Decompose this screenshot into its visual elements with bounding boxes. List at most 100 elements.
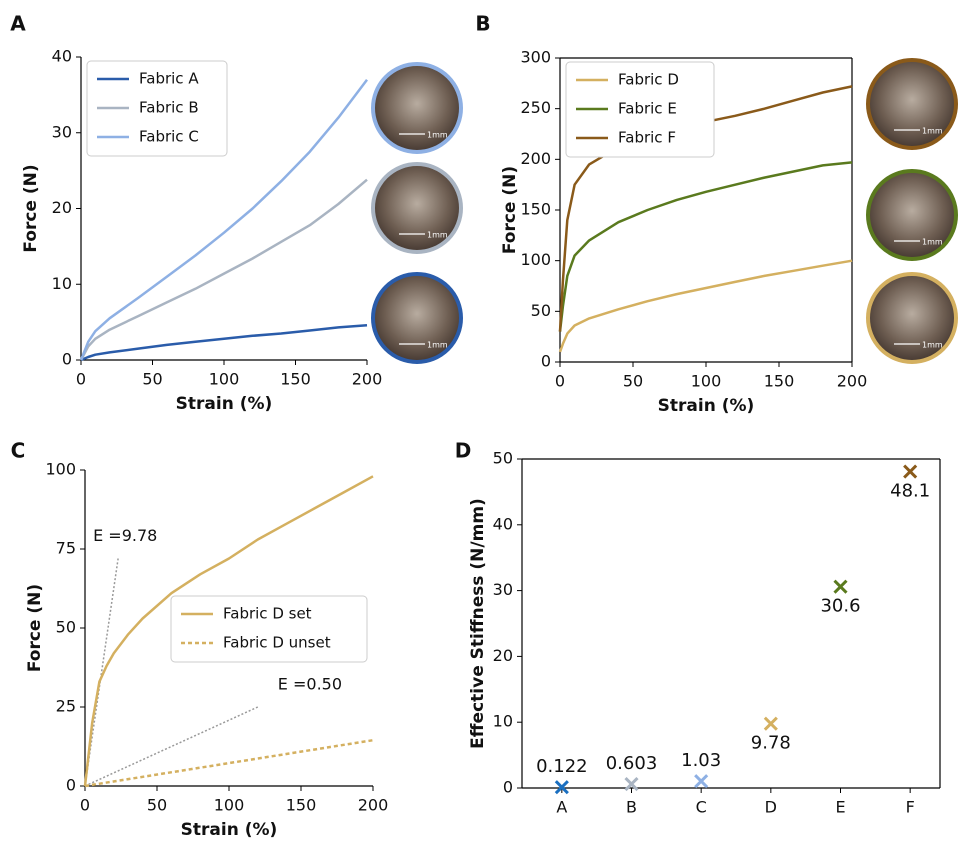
scale-label: 1mm bbox=[922, 238, 943, 247]
marker bbox=[554, 780, 569, 795]
y-tick-label: 20 bbox=[493, 646, 513, 665]
x-tick-label: E bbox=[835, 798, 845, 817]
series-line bbox=[79, 178, 368, 361]
series-line bbox=[84, 738, 374, 788]
x-tick-label: 200 bbox=[837, 372, 868, 391]
legend-label: Fabric D set bbox=[223, 605, 312, 623]
series-line bbox=[558, 161, 853, 332]
x-tick-label: 0 bbox=[555, 372, 565, 391]
y-tick-label: 300 bbox=[520, 48, 551, 67]
value-label: 9.78 bbox=[751, 733, 791, 754]
y-axis-label: Effective Stiffness (N/mm) bbox=[468, 498, 488, 749]
micrograph bbox=[866, 272, 958, 364]
guide-label: E =9.78 bbox=[93, 526, 157, 545]
y-tick-label: 0 bbox=[62, 350, 72, 369]
legend-box bbox=[565, 61, 715, 158]
legend-label: Fabric D bbox=[618, 71, 679, 89]
y-tick-label: 0 bbox=[503, 778, 513, 797]
x-axis-label: Strain (%) bbox=[176, 394, 273, 414]
y-tick-label: 40 bbox=[52, 47, 72, 66]
legend-box bbox=[170, 595, 368, 663]
y-tick-label: 50 bbox=[493, 449, 513, 468]
micrograph bbox=[866, 169, 958, 261]
x-tick-label: 50 bbox=[147, 796, 167, 815]
legend-label: Fabric E bbox=[618, 100, 677, 118]
guide-label: E =0.50 bbox=[278, 675, 342, 694]
scale-label: 1mm bbox=[427, 231, 448, 240]
y-tick-label: 150 bbox=[520, 200, 551, 219]
guide-line bbox=[84, 706, 259, 787]
x-tick-label: 150 bbox=[286, 796, 317, 815]
x-axis-label: Strain (%) bbox=[658, 396, 755, 416]
panel-label: A bbox=[10, 12, 26, 36]
x-tick-label: 200 bbox=[358, 796, 389, 815]
y-tick-label: 200 bbox=[520, 149, 551, 168]
y-tick-label: 20 bbox=[52, 198, 72, 217]
y-tick-label: 0 bbox=[541, 352, 551, 371]
series-line bbox=[83, 475, 374, 787]
value-label: 1.03 bbox=[681, 750, 721, 771]
marker bbox=[624, 776, 639, 792]
scale-label: 1mm bbox=[427, 341, 448, 350]
series-line bbox=[80, 323, 368, 362]
x-tick-label: 0 bbox=[76, 370, 86, 389]
marker bbox=[833, 579, 848, 594]
y-axis-label: Force (N) bbox=[25, 584, 45, 672]
panel-label: B bbox=[475, 12, 490, 36]
y-tick-label: 50 bbox=[56, 618, 76, 637]
y-tick-label: 25 bbox=[56, 697, 76, 716]
x-tick-label: B bbox=[626, 798, 637, 817]
y-tick-label: 40 bbox=[493, 514, 513, 533]
marker bbox=[763, 716, 778, 731]
y-tick-label: 30 bbox=[493, 580, 513, 599]
legend-box bbox=[86, 60, 228, 157]
marker bbox=[903, 464, 918, 479]
y-tick-label: 100 bbox=[520, 250, 551, 269]
x-axis-label: Strain (%) bbox=[181, 820, 278, 840]
micrograph bbox=[371, 162, 463, 254]
y-axis-label: Force (N) bbox=[21, 164, 41, 252]
y-tick-label: 10 bbox=[52, 274, 72, 293]
legend-label: Fabric F bbox=[618, 129, 676, 147]
scale-label: 1mm bbox=[922, 127, 943, 136]
legend-label: Fabric B bbox=[139, 99, 199, 117]
x-tick-label: D bbox=[765, 798, 777, 817]
x-tick-label: 100 bbox=[214, 796, 245, 815]
x-tick-label: 0 bbox=[80, 796, 90, 815]
x-tick-label: C bbox=[696, 798, 707, 817]
x-tick-label: A bbox=[556, 798, 567, 817]
x-tick-label: 100 bbox=[209, 370, 240, 389]
value-label: 0.603 bbox=[606, 753, 658, 774]
x-tick-label: F bbox=[906, 798, 915, 817]
scale-label: 1mm bbox=[922, 341, 943, 350]
y-axis-label: Force (N) bbox=[500, 166, 520, 254]
legend-label: Fabric D unset bbox=[223, 634, 331, 652]
scale-label: 1mm bbox=[427, 131, 448, 140]
y-tick-label: 0 bbox=[66, 776, 76, 795]
micrograph bbox=[371, 62, 463, 154]
series-line bbox=[79, 78, 368, 361]
value-label: 0.122 bbox=[536, 756, 588, 777]
x-tick-label: 150 bbox=[764, 372, 795, 391]
value-label: 30.6 bbox=[820, 596, 860, 617]
panel-label: D bbox=[455, 439, 472, 463]
legend-label: Fabric C bbox=[139, 128, 199, 146]
marker bbox=[694, 774, 709, 789]
x-tick-label: 100 bbox=[691, 372, 722, 391]
y-tick-label: 10 bbox=[493, 712, 513, 731]
x-tick-label: 200 bbox=[352, 370, 383, 389]
panel-label: C bbox=[11, 439, 26, 463]
value-label: 48.1 bbox=[890, 481, 930, 502]
micrograph bbox=[371, 272, 463, 364]
y-tick-label: 100 bbox=[45, 460, 76, 479]
series-line bbox=[558, 259, 853, 353]
x-tick-label: 50 bbox=[623, 372, 643, 391]
x-tick-label: 50 bbox=[142, 370, 162, 389]
y-tick-label: 50 bbox=[531, 301, 551, 320]
x-tick-label: 150 bbox=[280, 370, 311, 389]
legend-label: Fabric A bbox=[139, 70, 199, 88]
y-tick-label: 30 bbox=[52, 122, 72, 141]
y-tick-label: 250 bbox=[520, 98, 551, 117]
micrograph bbox=[866, 58, 958, 150]
